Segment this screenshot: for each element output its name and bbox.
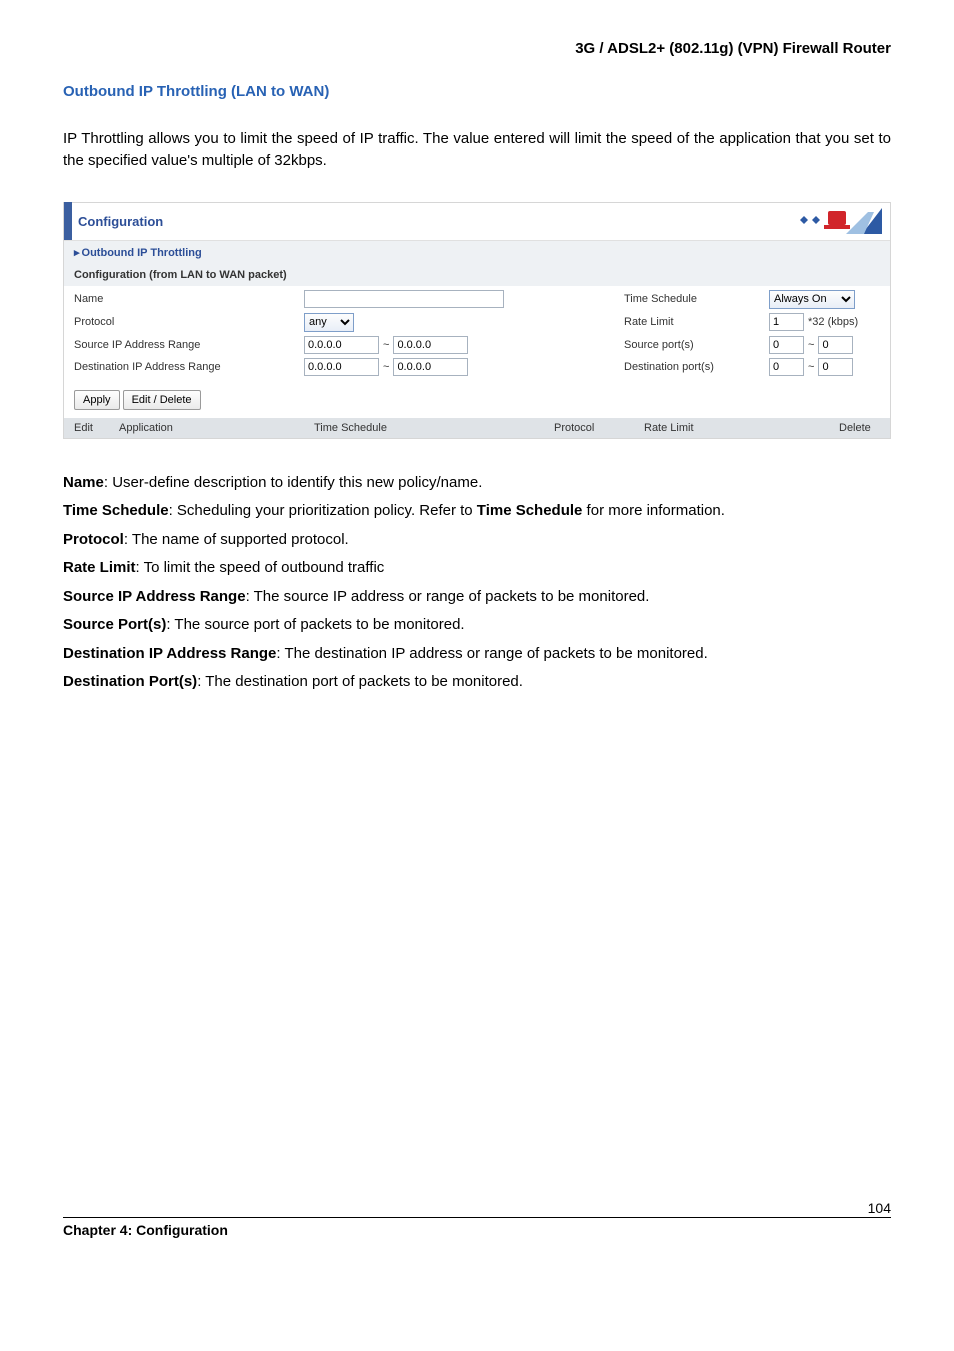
th-time-schedule: Time Schedule: [314, 422, 554, 434]
panel-graphic-icon: [784, 206, 882, 236]
rate-unit: *32 (kbps): [808, 316, 858, 328]
def-rate-limit: Rate Limit: To limit the speed of outbou…: [63, 554, 891, 583]
edit-delete-button[interactable]: Edit / Delete: [123, 390, 201, 410]
def-name: Name: User-define description to identif…: [63, 469, 891, 498]
dst-port-from-input[interactable]: [769, 358, 804, 376]
doc-header: 3G / ADSL2+ (802.11g) (VPN) Firewall Rou…: [63, 40, 891, 57]
def-src-ip: Source IP Address Range: The source IP a…: [63, 583, 891, 612]
def-time-schedule: Time Schedule: Scheduling your prioritiz…: [63, 497, 891, 526]
button-row: Apply Edit / Delete: [64, 386, 890, 418]
def-dst-ip: Destination IP Address Range: The destin…: [63, 640, 891, 669]
footer-chapter: Chapter 4: Configuration: [63, 1222, 228, 1238]
src-port-to-input[interactable]: [818, 336, 853, 354]
def-dst-port: Destination Port(s): The destination por…: [63, 668, 891, 697]
dst-port-to-input[interactable]: [818, 358, 853, 376]
intro-text: IP Throttling allows you to limit the sp…: [63, 128, 891, 172]
document-page: 3G / ADSL2+ (802.11g) (VPN) Firewall Rou…: [0, 0, 954, 1268]
sub-header: ▸Outbound IP Throttling: [64, 241, 890, 264]
th-application: Application: [119, 422, 314, 434]
dst-ip-from-input[interactable]: [304, 358, 379, 376]
tilde-icon: ~: [808, 339, 814, 351]
th-edit: Edit: [74, 422, 119, 434]
th-protocol: Protocol: [554, 422, 644, 434]
label-name: Name: [74, 293, 304, 305]
label-dst-ip: Destination IP Address Range: [74, 361, 304, 373]
label-rate-limit: Rate Limit: [624, 316, 769, 328]
rate-limit-input[interactable]: [769, 313, 804, 331]
src-ip-to-input[interactable]: [393, 336, 468, 354]
table-header: Edit Application Time Schedule Protocol …: [64, 418, 890, 438]
config-panel: Configuration ▸Outbound IP Throttling Co…: [63, 202, 891, 439]
def-protocol: Protocol: The name of supported protocol…: [63, 526, 891, 555]
panel-accent-bar: [64, 202, 72, 240]
th-delete: Delete: [839, 422, 880, 434]
name-input[interactable]: [304, 290, 504, 308]
form-grid: Name Time Schedule Always On Protocol an…: [64, 286, 890, 386]
config-label: Configuration (from LAN to WAN packet): [64, 264, 890, 286]
arrow-icon: ▸: [74, 247, 80, 259]
label-src-port: Source port(s): [624, 339, 769, 351]
label-protocol: Protocol: [74, 316, 304, 328]
dst-ip-to-input[interactable]: [393, 358, 468, 376]
label-time-schedule: Time Schedule: [624, 293, 769, 305]
sub-title: Outbound IP Throttling: [82, 247, 202, 259]
label-dst-port: Destination port(s): [624, 361, 769, 373]
footer: Chapter 4: Configuration 104: [63, 1217, 891, 1238]
tilde-icon: ~: [383, 339, 389, 351]
src-ip-from-input[interactable]: [304, 336, 379, 354]
protocol-select[interactable]: any: [304, 313, 354, 332]
section-title: Outbound IP Throttling (LAN to WAN): [63, 83, 891, 100]
src-port-from-input[interactable]: [769, 336, 804, 354]
panel-header: Configuration: [64, 203, 890, 241]
time-schedule-select[interactable]: Always On: [769, 290, 855, 309]
panel-title: Configuration: [78, 214, 163, 229]
label-src-ip: Source IP Address Range: [74, 339, 304, 351]
tilde-icon: ~: [808, 361, 814, 373]
tilde-icon: ~: [383, 361, 389, 373]
definitions: Name: User-define description to identif…: [63, 469, 891, 697]
def-src-port: Source Port(s): The source port of packe…: [63, 611, 891, 640]
th-rate-limit: Rate Limit: [644, 422, 839, 434]
page-number: 104: [868, 1200, 891, 1216]
apply-button[interactable]: Apply: [74, 390, 120, 410]
